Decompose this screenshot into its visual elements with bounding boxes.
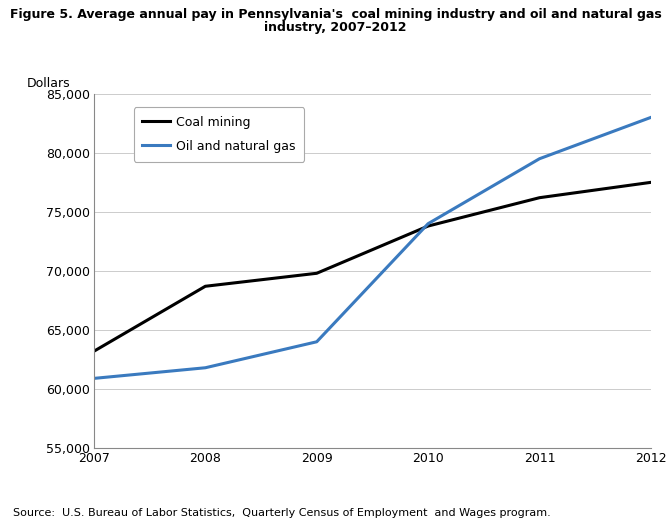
Text: industry, 2007–2012: industry, 2007–2012 xyxy=(264,21,407,34)
Line: Coal mining: Coal mining xyxy=(94,182,651,351)
Oil and natural gas xyxy=(535,156,544,162)
Text: Source:  U.S. Bureau of Labor Statistics,  Quarterly Census of Employment  and W: Source: U.S. Bureau of Labor Statistics,… xyxy=(13,508,551,518)
Coal mining xyxy=(424,223,432,229)
Oil and natural gas xyxy=(90,375,98,381)
Text: Dollars: Dollars xyxy=(27,77,70,90)
Text: Figure 5. Average annual pay in Pennsylvania's  coal mining industry and oil and: Figure 5. Average annual pay in Pennsylv… xyxy=(9,8,662,21)
Oil and natural gas xyxy=(313,339,321,345)
Oil and natural gas xyxy=(647,114,655,120)
Coal mining xyxy=(535,194,544,201)
Coal mining xyxy=(90,348,98,354)
Coal mining xyxy=(647,179,655,185)
Line: Oil and natural gas: Oil and natural gas xyxy=(94,117,651,378)
Legend: Coal mining, Oil and natural gas: Coal mining, Oil and natural gas xyxy=(134,107,305,162)
Oil and natural gas xyxy=(424,220,432,227)
Coal mining xyxy=(313,270,321,277)
Coal mining xyxy=(201,283,209,289)
Oil and natural gas xyxy=(201,365,209,371)
